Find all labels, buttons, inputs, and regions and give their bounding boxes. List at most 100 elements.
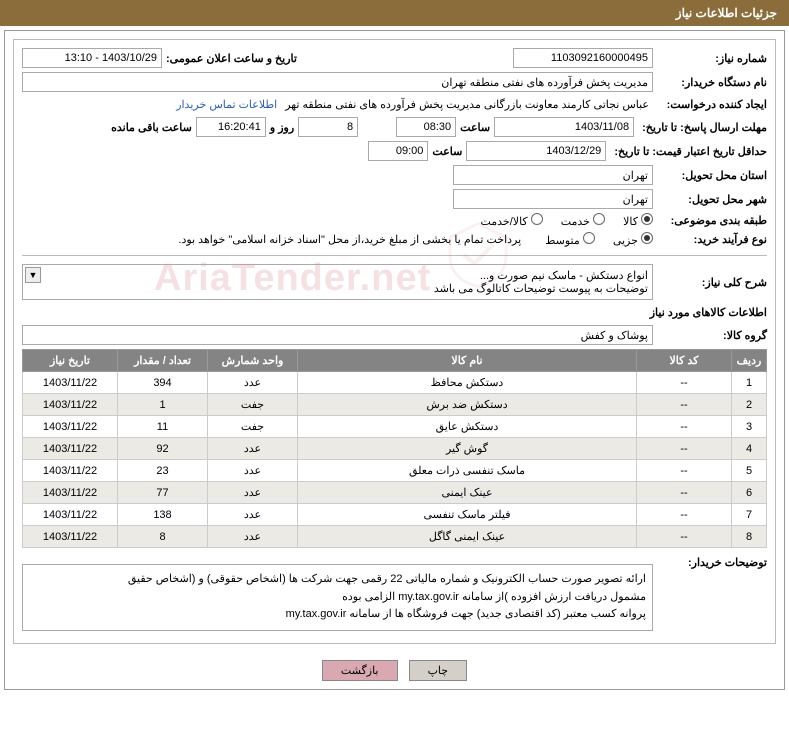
province-field: تهران [453,165,653,185]
city-label: شهر محل تحویل: [657,193,767,206]
table-row: 7--فیلتر ماسک تنفسیعدد1381403/11/22 [23,504,767,526]
dropdown-icon[interactable]: ▼ [25,267,41,283]
days-field: 8 [298,117,358,137]
cell-name: ماسک تنفسی ذرات معلق [298,460,637,482]
outer-border: AriaTender.net شماره نیاز: 1103092160000… [4,30,785,690]
cell-qty: 1 [118,394,208,416]
category-label: طبقه بندی موضوعی: [657,214,767,227]
cell-date: 1403/11/22 [23,526,118,548]
table-header-row: ردیف کد کالا نام کالا واحد شمارش تعداد /… [23,350,767,372]
cell-qty: 394 [118,372,208,394]
th-code: کد کالا [637,350,732,372]
th-row: ردیف [732,350,767,372]
title-bar: جزئیات اطلاعات نیاز [0,0,789,26]
radio-medium[interactable] [583,232,595,244]
countdown-field: 16:20:41 [196,117,266,137]
summary-box: ▼ انواع دستکش - ماسک نیم صورت و... توضیح… [22,264,653,300]
cell-date: 1403/11/22 [23,482,118,504]
cell-date: 1403/11/22 [23,372,118,394]
days-and-label: روز و [270,121,294,134]
radio-goods[interactable] [641,213,653,225]
remain-label: ساعت باقی مانده [111,121,192,134]
table-row: 8--عینک ایمنی گاگلعدد81403/11/22 [23,526,767,548]
deadline-time-field: 08:30 [396,117,456,137]
province-label: استان محل تحویل: [657,169,767,182]
cell-unit: عدد [208,526,298,548]
requester-value: عباس نجاتی کارمند معاونت بازرگانی مدیریت… [281,96,653,113]
city-field: تهران [453,189,653,209]
radio-minor[interactable] [641,232,653,244]
need-no-field: 1103092160000495 [513,48,653,68]
cell-name: گوش گیر [298,438,637,460]
cell-code: -- [637,526,732,548]
cell-code: -- [637,372,732,394]
page-title: جزئیات اطلاعات نیاز [676,6,777,20]
validity-time-field: 09:00 [368,141,428,161]
ann-dt-label: تاریخ و ساعت اعلان عمومی: [166,52,297,65]
cell-code: -- [637,482,732,504]
radio-service[interactable] [593,213,605,225]
cell-code: -- [637,460,732,482]
category-radios: کالا خدمت کالا/خدمت [480,213,653,228]
buyer-notes-box: ارائه تصویر صورت حساب الکترونیک و شماره … [22,564,653,631]
notes-l2: مشمول دریافت ارزش افزوده )از سامانه my.t… [29,589,646,607]
table-row: 3--دستکش عایقجفت111403/11/22 [23,416,767,438]
back-button[interactable]: بازگشت [322,660,398,681]
cell-name: دستکش محافظ [298,372,637,394]
th-unit: واحد شمارش [208,350,298,372]
cell-n: 7 [732,504,767,526]
cell-qty: 11 [118,416,208,438]
buyer-label: نام دستگاه خریدار: [657,76,767,89]
cell-n: 1 [732,372,767,394]
table-row: 4--گوش گیرعدد921403/11/22 [23,438,767,460]
cell-qty: 23 [118,460,208,482]
notes-l3: پروانه کسب معتبر (کد اقتصادی جدید) جهت ف… [29,606,646,624]
cell-code: -- [637,416,732,438]
cell-code: -- [637,394,732,416]
cell-name: دستکش ضد برش [298,394,637,416]
time-label-2: ساعت [432,145,462,158]
radio-both[interactable] [531,213,543,225]
need-no-label: شماره نیاز: [657,52,767,65]
group-field: پوشاک و کفش [22,325,653,345]
deadline-date-field: 1403/11/08 [494,117,634,137]
process-label: نوع فرآیند خرید: [657,233,767,246]
cell-unit: جفت [208,394,298,416]
table-row: 6--عینک ایمنیعدد771403/11/22 [23,482,767,504]
th-name: نام کالا [298,350,637,372]
summary-l2: توضیحات به پیوست توضیحات کاتالوگ می باشد [27,282,648,295]
buyer-field: مدیریت پخش فرآورده های نفتی منطقه تهران [22,72,653,92]
validity-label: حداقل تاریخ اعتبار قیمت: تا تاریخ: [610,145,767,158]
cell-name: عینک ایمنی [298,482,637,504]
table-row: 1--دستکش محافظعدد3941403/11/22 [23,372,767,394]
table-row: 5--ماسک تنفسی ذرات معلقعدد231403/11/22 [23,460,767,482]
cell-qty: 8 [118,526,208,548]
cell-unit: عدد [208,438,298,460]
cell-n: 3 [732,416,767,438]
cell-name: عینک ایمنی گاگل [298,526,637,548]
contact-link[interactable]: اطلاعات تماس خریدار [176,98,277,111]
cell-n: 6 [732,482,767,504]
table-row: 2--دستکش ضد برشجفت11403/11/22 [23,394,767,416]
cell-date: 1403/11/22 [23,416,118,438]
cell-code: -- [637,504,732,526]
separator [22,255,767,256]
print-button[interactable]: چاپ [409,660,468,681]
requester-label: ایجاد کننده درخواست: [657,98,767,111]
cell-n: 5 [732,460,767,482]
buyer-notes-label: توضیحات خریدار: [657,556,767,569]
summary-l1: انواع دستکش - ماسک نیم صورت و... [27,269,648,282]
process-note: پرداخت تمام یا بخشی از مبلغ خرید،از محل … [178,233,521,246]
th-date: تاریخ نیاز [23,350,118,372]
cell-date: 1403/11/22 [23,438,118,460]
time-label-1: ساعت [460,121,490,134]
cell-name: فیلتر ماسک تنفسی [298,504,637,526]
notes-l1: ارائه تصویر صورت حساب الکترونیک و شماره … [29,571,646,589]
main-panel: AriaTender.net شماره نیاز: 1103092160000… [13,39,776,644]
cell-qty: 77 [118,482,208,504]
cell-n: 4 [732,438,767,460]
cell-n: 2 [732,394,767,416]
items-table: ردیف کد کالا نام کالا واحد شمارش تعداد /… [22,349,767,548]
th-qty: تعداد / مقدار [118,350,208,372]
cell-unit: عدد [208,504,298,526]
